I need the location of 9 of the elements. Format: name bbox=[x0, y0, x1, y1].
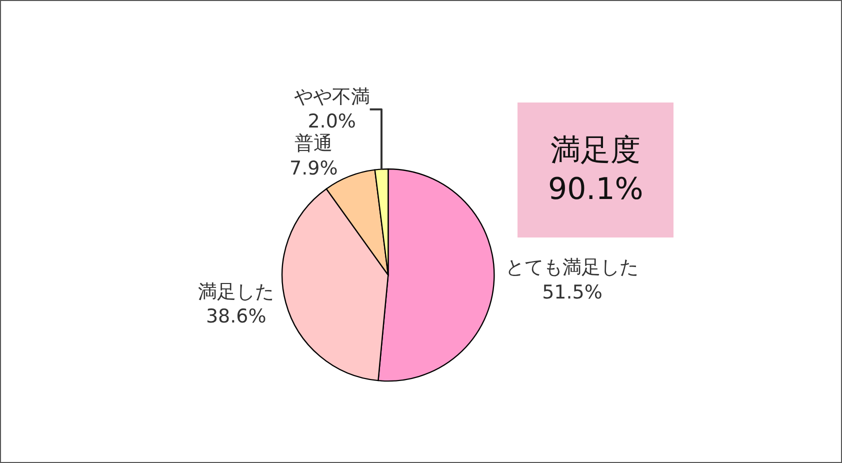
slice-label: やや不満 bbox=[294, 86, 370, 108]
data-label: 2.0% bbox=[308, 110, 356, 133]
data-label: 7.9% bbox=[289, 157, 338, 180]
text: 満足度 90.1% bbox=[548, 133, 644, 207]
data-label: 38.6% bbox=[206, 306, 266, 328]
slice-label: とても満足した bbox=[506, 256, 639, 279]
data-label: 51.5% bbox=[542, 281, 602, 304]
slice-label: 満足した bbox=[198, 280, 274, 303]
slice-label: 普通 bbox=[294, 132, 333, 155]
